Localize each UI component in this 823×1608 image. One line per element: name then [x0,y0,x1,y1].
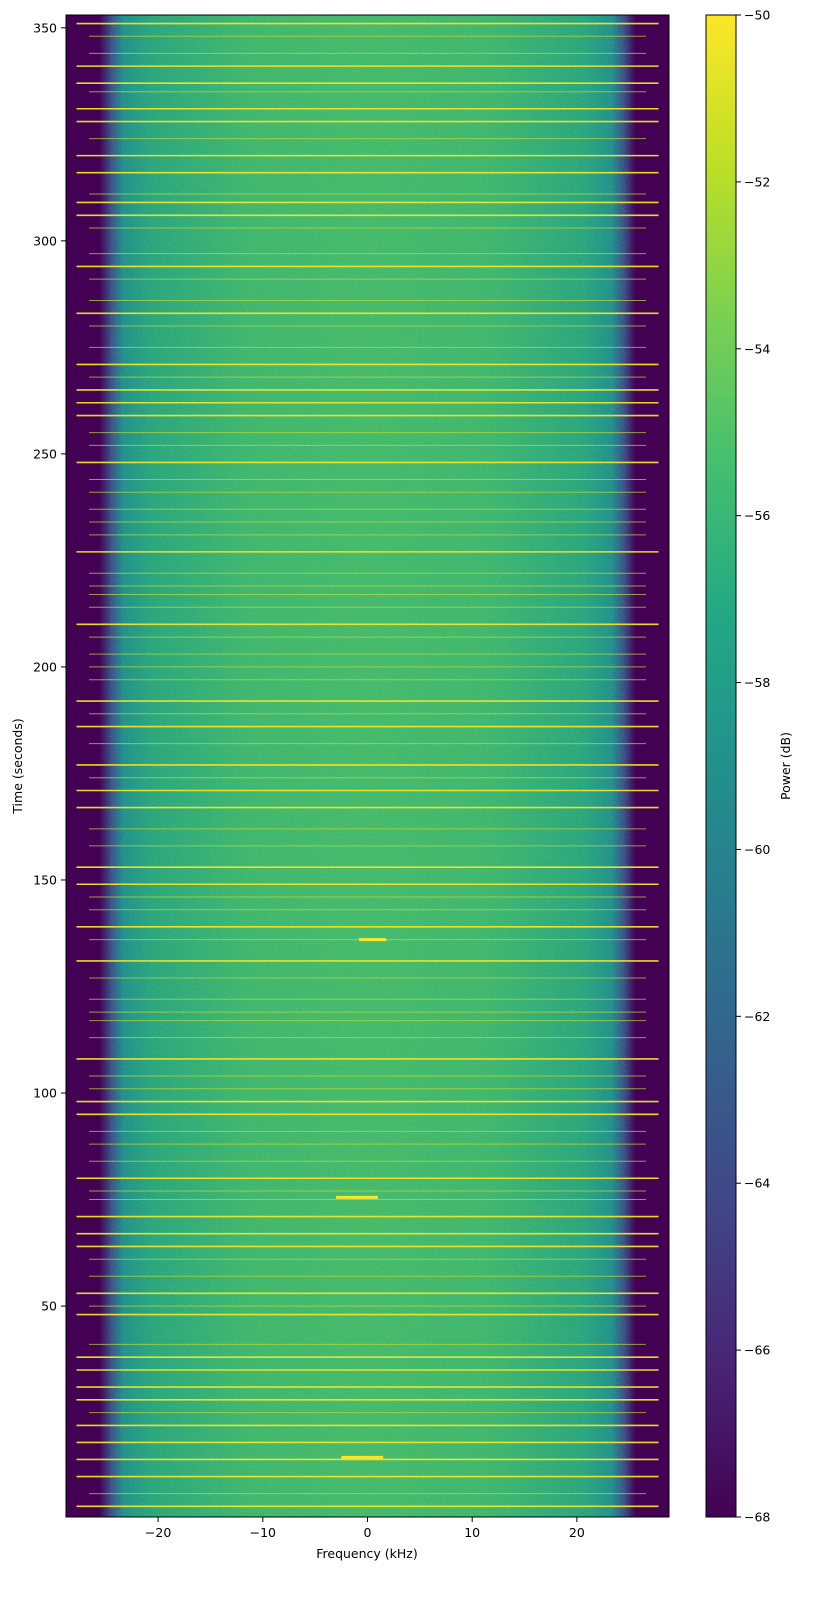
y-tick-label: 350 [33,20,57,35]
x-tick-label: 20 [569,1525,585,1540]
colorbar-tick-label: −50 [744,8,770,23]
plot-area: −20 −10 0 10 20 50 100 150 200 250 300 350 Frequen… [10,14,670,1561]
colorbar-tick-label: −58 [744,675,770,690]
colorbar-frame [705,14,737,1518]
burst-lines [76,22,659,1508]
x-axis-ticks: −20 −10 0 10 20 [145,1517,585,1540]
y-tick-label: 100 [33,1086,57,1101]
colorbar-tick-label: −60 [744,842,770,857]
x-tick-label: 0 [364,1525,372,1540]
y-tick-label: 50 [41,1299,57,1314]
colorbar-gradient [706,15,736,1517]
narrowband-spots [336,938,387,1459]
colorbar: −68 −66 −64 −62 −60 −58 −56 −54 −52 −50 Power (dB… [705,8,793,1525]
y-tick-label: 200 [33,659,57,674]
colorbar-tick-label: −56 [744,508,770,523]
x-tick-label: −20 [145,1525,171,1540]
spectrogram-speckle [110,15,630,1517]
colorbar-tick-label: −52 [744,174,770,189]
colorbar-ticks: −68 −66 −64 −62 −60 −58 −56 −54 −52 −50 [736,8,770,1525]
x-tick-label: 10 [464,1525,480,1540]
colorbar-tick-label: −62 [744,1009,770,1024]
y-tick-label: 300 [33,233,57,248]
y-tick-label: 250 [33,446,57,461]
colorbar-tick-label: −66 [744,1343,770,1358]
x-axis-label: Frequency (kHz) [316,1546,418,1561]
colorbar-tick-label: −54 [744,341,770,356]
colorbar-label: Power (dB) [778,732,793,800]
colorbar-tick-label: −68 [744,1510,770,1525]
y-axis-label: Time (seconds) [10,718,25,814]
y-tick-label: 150 [33,872,57,887]
x-tick-label: −10 [250,1525,276,1540]
colorbar-tick-label: −64 [744,1176,770,1191]
y-axis-ticks: 50 100 150 200 250 300 350 [33,20,66,1314]
